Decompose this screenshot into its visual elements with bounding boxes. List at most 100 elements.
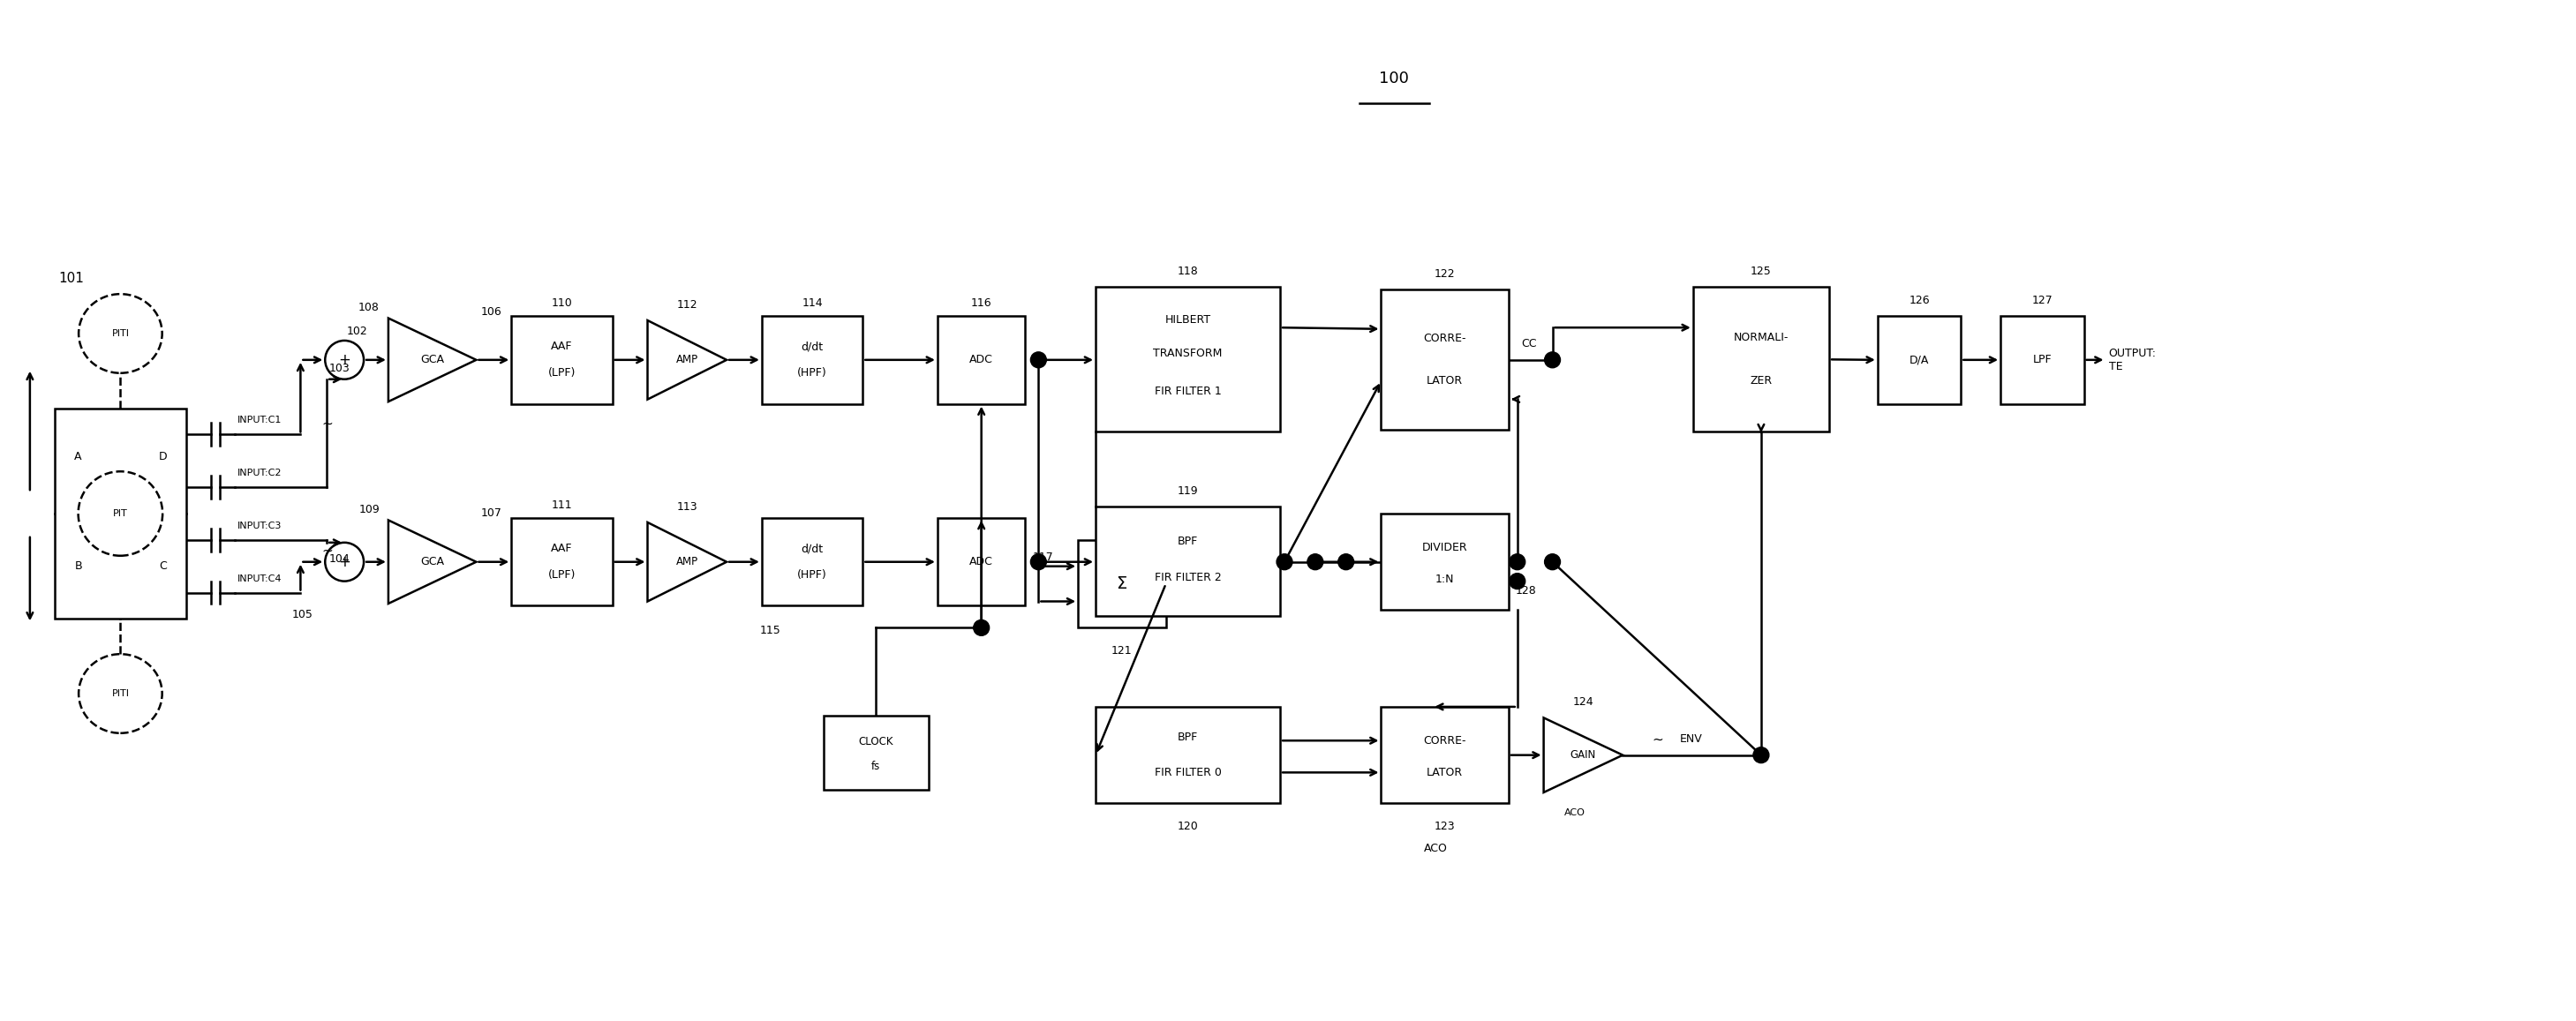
FancyBboxPatch shape [762,315,863,403]
Text: NORMALI-: NORMALI- [1734,332,1788,343]
Text: 105: 105 [291,609,312,621]
Text: 118: 118 [1177,265,1198,277]
FancyBboxPatch shape [824,716,930,790]
Text: ENV: ENV [1680,733,1703,745]
Text: DIVIDER: DIVIDER [1422,542,1468,553]
Text: $\Sigma$: $\Sigma$ [1115,576,1128,592]
Text: 104: 104 [330,553,350,565]
FancyBboxPatch shape [938,518,1025,605]
Text: PITI: PITI [111,689,129,698]
Circle shape [1278,554,1293,570]
Text: 123: 123 [1435,821,1455,832]
Text: 100: 100 [1378,70,1409,87]
Text: 122: 122 [1435,269,1455,280]
FancyBboxPatch shape [1878,315,1960,403]
Text: BPF: BPF [1177,536,1198,547]
FancyBboxPatch shape [1095,287,1280,432]
Text: ACO: ACO [1425,843,1448,855]
FancyBboxPatch shape [54,408,185,619]
Text: B: B [75,561,82,572]
Text: CORRE-: CORRE- [1425,333,1466,344]
FancyBboxPatch shape [513,315,613,403]
FancyBboxPatch shape [1095,506,1280,617]
Text: D/A: D/A [1909,354,1929,366]
Text: 108: 108 [358,301,379,312]
Text: 111: 111 [551,499,572,510]
Text: 119: 119 [1177,485,1198,496]
Circle shape [1337,554,1355,570]
FancyBboxPatch shape [1692,287,1829,432]
Text: (HPF): (HPF) [799,368,827,379]
Text: AAF: AAF [551,543,572,554]
Text: D: D [157,451,167,463]
Text: 102: 102 [348,326,368,338]
Circle shape [1754,747,1770,763]
Text: d/dt: d/dt [801,543,824,554]
Text: A: A [75,451,82,463]
Text: 126: 126 [1909,294,1929,306]
Text: LPF: LPF [2032,354,2053,366]
Circle shape [1510,574,1525,589]
Text: TRANSFORM: TRANSFORM [1154,348,1224,359]
Text: 101: 101 [59,272,85,285]
Text: 110: 110 [551,297,572,308]
FancyBboxPatch shape [938,315,1025,403]
Text: OUTPUT:
TE: OUTPUT: TE [2110,347,2156,373]
Text: 116: 116 [971,297,992,308]
Text: FIR FILTER 0: FIR FILTER 0 [1154,767,1221,778]
FancyBboxPatch shape [1095,707,1280,804]
Circle shape [1309,554,1324,570]
Text: +: + [337,352,350,368]
Text: HILBERT: HILBERT [1164,314,1211,326]
Text: LATOR: LATOR [1427,376,1463,387]
Text: 112: 112 [677,299,698,310]
Text: FIR FILTER 2: FIR FILTER 2 [1154,572,1221,584]
FancyBboxPatch shape [1381,514,1510,611]
Text: (LPF): (LPF) [549,570,574,581]
Text: ADC: ADC [969,556,994,568]
Text: fs: fs [871,761,881,772]
Circle shape [1546,554,1561,570]
Text: INPUT:C2: INPUT:C2 [237,469,281,478]
Text: 1:N: 1:N [1435,574,1455,585]
Text: 124: 124 [1574,696,1595,708]
FancyBboxPatch shape [1077,540,1167,628]
Circle shape [1546,352,1561,368]
Text: 121: 121 [1110,645,1133,657]
Circle shape [1510,554,1525,570]
Text: AMP: AMP [675,556,698,568]
Text: LATOR: LATOR [1427,767,1463,778]
Text: PIT: PIT [113,509,129,518]
Text: (HPF): (HPF) [799,570,827,581]
Text: 120: 120 [1177,821,1198,832]
FancyBboxPatch shape [513,518,613,605]
Text: (LPF): (LPF) [549,368,574,379]
FancyBboxPatch shape [2002,315,2084,403]
Text: 106: 106 [482,306,502,318]
Text: CLOCK: CLOCK [858,736,894,747]
Text: 125: 125 [1752,265,1772,277]
Text: FIR FILTER 1: FIR FILTER 1 [1154,386,1221,397]
Text: d/dt: d/dt [801,341,824,352]
Text: 103: 103 [330,362,350,375]
FancyBboxPatch shape [1381,290,1510,430]
Text: BPF: BPF [1177,732,1198,743]
Circle shape [1030,352,1046,368]
Text: AAF: AAF [551,341,572,352]
Circle shape [1030,554,1046,570]
Text: INPUT:C1: INPUT:C1 [237,416,281,425]
Text: PITI: PITI [111,329,129,338]
Text: ZER: ZER [1749,376,1772,387]
Text: AMP: AMP [675,354,698,366]
Text: GAIN: GAIN [1571,749,1597,761]
Text: 128: 128 [1515,585,1535,596]
Text: GCA: GCA [420,354,443,366]
Text: ~: ~ [322,544,332,557]
Circle shape [974,620,989,636]
Text: INPUT:C3: INPUT:C3 [237,522,281,530]
Text: ~: ~ [322,417,332,430]
Text: CORRE-: CORRE- [1425,735,1466,746]
Text: CC: CC [1522,338,1538,350]
Text: INPUT:C4: INPUT:C4 [237,574,281,583]
Text: GCA: GCA [420,556,443,568]
